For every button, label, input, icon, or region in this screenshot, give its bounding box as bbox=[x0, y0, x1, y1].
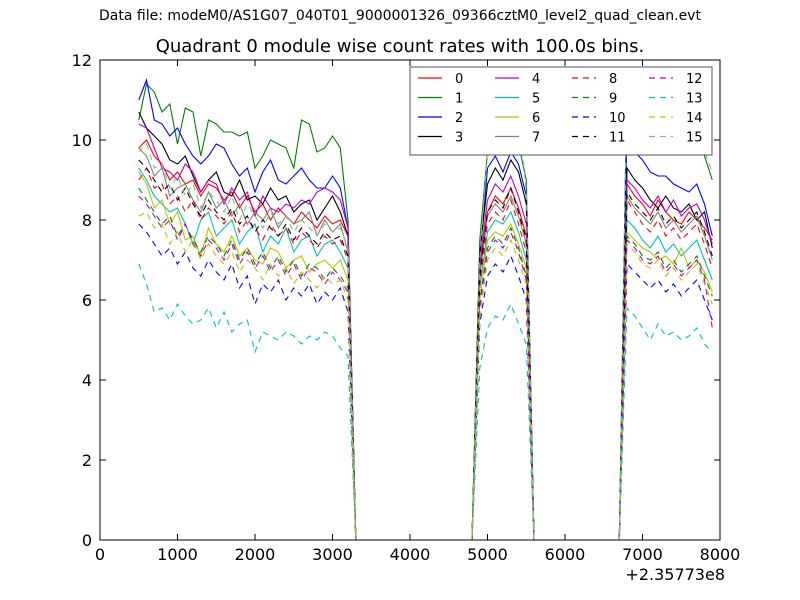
legend-label-10: 10 bbox=[609, 111, 626, 126]
legend-label-8: 8 bbox=[609, 72, 617, 87]
supertitle: Data file: modeM0/AS1G07_040T01_90000013… bbox=[99, 8, 701, 24]
y-tick-label: 8 bbox=[82, 211, 92, 230]
series-line-11 bbox=[138, 159, 713, 541]
legend-label-5: 5 bbox=[532, 92, 540, 107]
x-tick-label: 7000 bbox=[622, 545, 663, 564]
x-axis-offset-label: +2.35773e8 bbox=[625, 565, 725, 584]
y-tick-label: 6 bbox=[82, 291, 92, 310]
y-tick-label: 12 bbox=[72, 51, 92, 70]
x-tick-label: 0 bbox=[95, 545, 105, 564]
legend-label-1: 1 bbox=[455, 92, 463, 107]
legend-label-6: 6 bbox=[532, 111, 540, 126]
legend-label-14: 14 bbox=[686, 111, 703, 126]
series-line-12 bbox=[138, 195, 713, 541]
y-tick-label: 10 bbox=[72, 131, 92, 150]
chart-title: Quadrant 0 module wise count rates with … bbox=[155, 36, 645, 57]
axis-ticks: 0 1000 2000 3000 4000 5000 6000 7000 80000246810… bbox=[72, 51, 741, 564]
y-tick-label: 0 bbox=[82, 531, 92, 550]
legend-label-11: 11 bbox=[609, 131, 626, 146]
y-tick-label: 2 bbox=[82, 451, 92, 470]
legend-label-15: 15 bbox=[686, 131, 703, 146]
legend-label-12: 12 bbox=[686, 72, 703, 87]
x-tick-label: 6000 bbox=[545, 545, 586, 564]
x-tick-label: 8000 bbox=[700, 545, 741, 564]
x-tick-label: 3000 bbox=[312, 545, 353, 564]
legend-label-4: 4 bbox=[532, 72, 540, 87]
legend-label-2: 2 bbox=[455, 111, 463, 126]
x-tick-label: 1000 bbox=[157, 545, 198, 564]
legend-label-7: 7 bbox=[532, 131, 540, 146]
legend-label-3: 3 bbox=[455, 131, 463, 146]
legend-label-0: 0 bbox=[455, 72, 463, 87]
series-line-8 bbox=[138, 166, 713, 541]
x-tick-label: 2000 bbox=[235, 545, 276, 564]
legend-box bbox=[409, 66, 713, 156]
legend-label-13: 13 bbox=[686, 92, 703, 107]
x-tick-label: 4000 bbox=[390, 545, 431, 564]
y-tick-label: 4 bbox=[82, 371, 92, 390]
x-tick-label: 5000 bbox=[467, 545, 508, 564]
legend-label-9: 9 bbox=[609, 92, 617, 107]
